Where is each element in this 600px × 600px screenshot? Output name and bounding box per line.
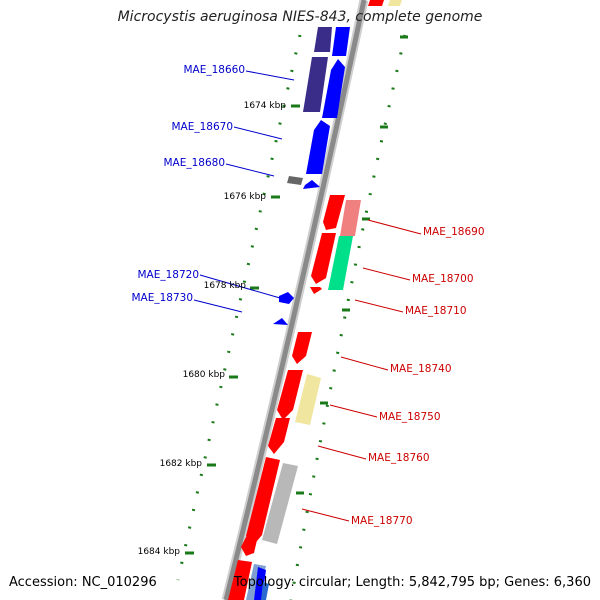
gene-label-MAE_18680[interactable]: MAE_18680 [163,157,225,169]
gene-label-MAE_18750[interactable]: MAE_18750 [379,411,441,423]
forward-gene-block[interactable] [388,0,402,6]
forward-gene-block[interactable] [241,537,257,556]
gene-MAE_18730-arrow[interactable] [273,318,288,325]
gene-MAE_18680-arrow[interactable] [303,180,320,189]
gene-MAE_18770-leader [301,508,350,522]
reverse-gene-block[interactable] [332,27,350,56]
gene-label-MAE_18660[interactable]: MAE_18660 [183,64,245,76]
gene-MAE_18740-arrow[interactable] [292,332,312,364]
genome-title: Microcystis aeruginosa NIES-843, complet… [117,9,483,25]
gene-MAE_18740-leader [340,356,389,371]
gene-label-MAE_18700[interactable]: MAE_18700 [412,273,474,285]
gene-MAE_18730-leader [193,299,243,313]
gene-MAE_18680-leader [225,163,275,177]
gene-label-MAE_18690[interactable]: MAE_18690 [423,226,485,238]
gene-MAE_18660-leader [245,70,295,81]
reverse-gene-block[interactable] [314,27,332,52]
forward-gene-block[interactable] [368,0,384,6]
gene-MAE_18760-leader [317,445,367,460]
tick-label-1676: 1676 kbp [224,192,267,202]
gene-MAE_18750-arrow[interactable] [277,370,303,420]
backbone-line [223,0,367,600]
tick-label-1678: 1678 kbp [204,281,247,291]
gene-MAE_18710-arrow[interactable] [310,287,322,294]
reverse-gene-block[interactable] [261,582,269,600]
gene-MAE_18700-block[interactable] [328,236,353,290]
tick-label-1682: 1682 kbp [160,459,203,469]
gene-MAE_18670-arrow[interactable] [306,120,330,174]
gene-label-MAE_18710[interactable]: MAE_18710 [405,305,467,317]
gene-MAE_18770-arrow[interactable] [246,457,280,548]
gene-MAE_18690-leader [367,219,422,235]
gene-MAE_18660-block[interactable] [303,57,328,112]
gene-label-MAE_18730[interactable]: MAE_18730 [131,292,193,304]
gene-MAE_18700-leader [362,267,411,281]
gene-MAE_18750-leader [329,404,378,418]
gene-label-MAE_18740[interactable]: MAE_18740 [390,363,452,375]
gene-label-MAE_18670[interactable]: MAE_18670 [171,121,233,133]
gene-label-MAE_18770[interactable]: MAE_18770 [351,515,413,527]
gene-MAE_18760-arrow[interactable] [268,418,290,454]
gene-MAE_18700-arrow[interactable] [311,233,336,284]
tick-label-1674: 1674 kbp [244,101,287,111]
gene-MAE_18690-block[interactable] [340,200,361,236]
gene-MAE_18660-arrow[interactable] [322,59,345,118]
gene-MAE_18690-arrow[interactable] [323,195,345,230]
gene-MAE_18770-block[interactable] [262,463,298,544]
gene-MAE_18720-leader [199,274,281,299]
forward-gene-block[interactable] [228,560,252,600]
tick-label-1684: 1684 kbp [138,547,181,557]
genome-summary-text: Topology: circular; Length: 5,842,795 bp… [233,575,591,590]
tick-label-1680: 1680 kbp [183,370,226,380]
gene-MAE_18750-block[interactable] [295,374,321,425]
accession-text: Accession: NC_010296 [9,575,157,590]
gene-MAE_18720-arrow[interactable] [279,292,294,304]
gene-label-MAE_18720[interactable]: MAE_18720 [137,269,199,281]
gene-MAE_18680-block[interactable] [287,176,303,185]
gene-MAE_18670-leader [233,126,283,140]
gene-label-MAE_18760[interactable]: MAE_18760 [368,452,430,464]
gene-MAE_18710-leader [354,299,404,313]
